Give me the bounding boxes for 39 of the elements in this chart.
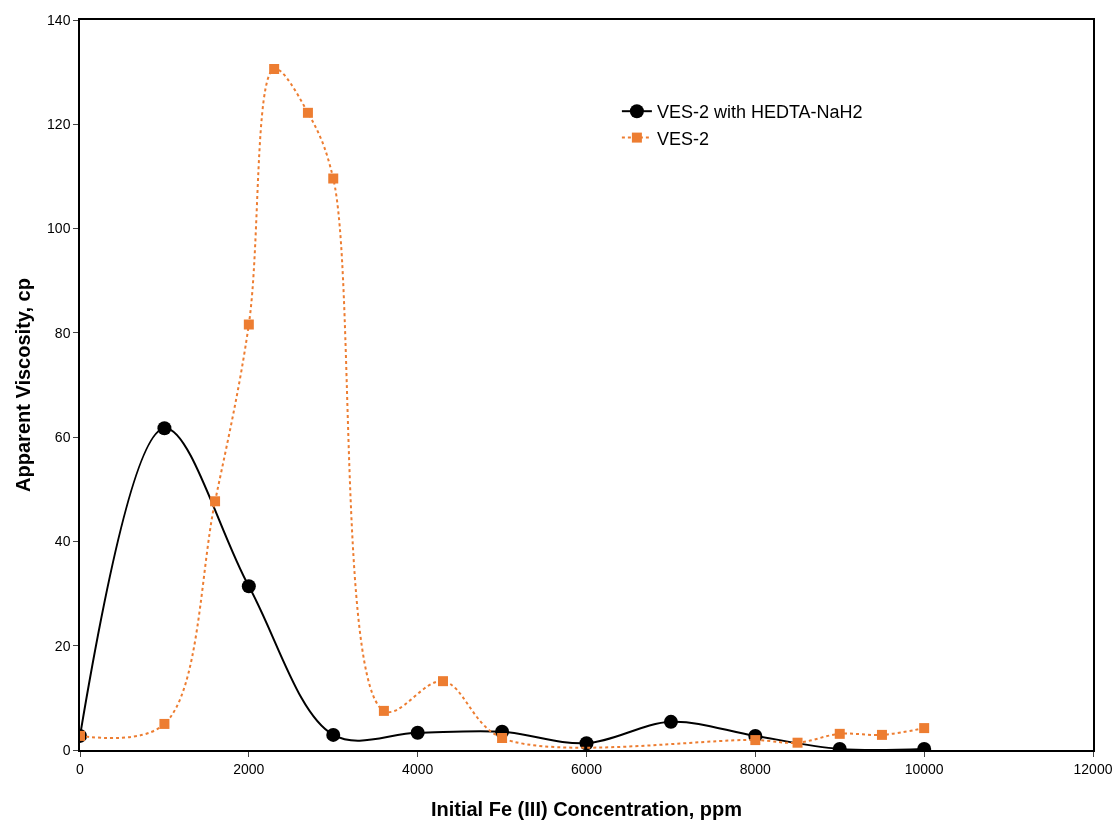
x-tick-label: 12000 bbox=[1073, 760, 1113, 777]
x-tick-label: 0 bbox=[76, 760, 85, 777]
point bbox=[302, 107, 313, 118]
x-tick-label: 8000 bbox=[739, 760, 772, 777]
x-tick-label: 2000 bbox=[233, 760, 265, 777]
y-tick-label: 100 bbox=[47, 220, 71, 237]
point bbox=[210, 496, 221, 507]
y-axis-title: Apparent Viscosity, cp bbox=[11, 278, 34, 492]
point bbox=[243, 319, 254, 330]
point bbox=[579, 736, 594, 750]
y-tick-label: 20 bbox=[54, 637, 71, 654]
point bbox=[792, 737, 803, 748]
point bbox=[750, 735, 761, 746]
x-axis-title: Initial Fe (III) Concentration, ppm bbox=[430, 798, 743, 820]
point bbox=[241, 579, 256, 594]
x-tick-label: 4000 bbox=[402, 760, 434, 777]
point bbox=[159, 718, 170, 729]
point bbox=[834, 728, 845, 739]
point bbox=[497, 733, 508, 744]
point bbox=[328, 173, 339, 184]
y-tick-label: 120 bbox=[47, 116, 71, 133]
legend-label: VES-2 with HEDTA-NaH2 bbox=[656, 102, 863, 123]
point bbox=[378, 705, 389, 716]
point bbox=[663, 714, 678, 729]
point bbox=[157, 421, 172, 436]
legend-label: VES-2 bbox=[656, 128, 709, 149]
x-tick-label: 6000 bbox=[570, 760, 603, 777]
x-tick-label: 10000 bbox=[904, 760, 944, 777]
point bbox=[410, 725, 425, 740]
point bbox=[919, 723, 930, 734]
point bbox=[326, 727, 341, 742]
y-tick-label: 40 bbox=[54, 533, 71, 550]
y-tick-label: 0 bbox=[62, 741, 71, 758]
y-tick-label: 60 bbox=[54, 429, 71, 446]
y-tick-label: 140 bbox=[47, 11, 71, 28]
point bbox=[876, 729, 887, 740]
y-tick-label: 80 bbox=[54, 324, 71, 341]
point bbox=[269, 64, 280, 75]
point bbox=[437, 676, 448, 687]
